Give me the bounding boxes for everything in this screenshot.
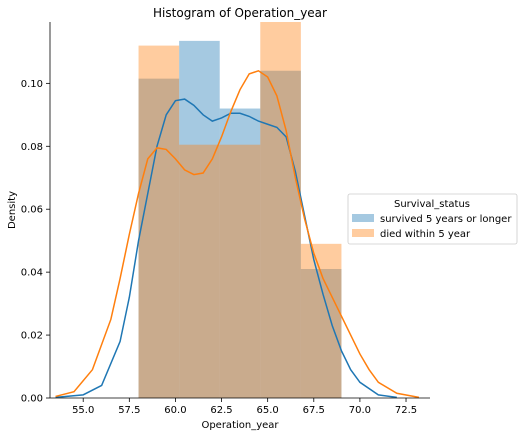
x-tick-label: 62.5 bbox=[210, 405, 232, 416]
plot-area bbox=[55, 22, 420, 399]
histogram-bar-series1-bin3 bbox=[260, 22, 301, 398]
legend: Survival_status survived 5 years or long… bbox=[347, 193, 518, 245]
legend-title: Survival_status bbox=[394, 199, 470, 210]
x-axis-label: Operation_year bbox=[201, 420, 279, 431]
x-tick-label: 60.0 bbox=[164, 405, 186, 416]
x-axis-ticks: 55.0 57.5 60.0 62.5 65.0 67.5 70.0 72.5 bbox=[72, 398, 417, 416]
x-tick-label: 72.5 bbox=[395, 405, 417, 416]
histogram-bar-series1-bin0 bbox=[138, 45, 180, 398]
y-tick-label: 0.06 bbox=[21, 205, 43, 216]
x-tick-label: 70.0 bbox=[349, 405, 371, 416]
kde-layer bbox=[55, 69, 420, 399]
legend-swatch-survived bbox=[352, 214, 374, 222]
y-tick-label: 0.02 bbox=[21, 331, 43, 342]
y-axis-label: Density bbox=[7, 191, 18, 229]
x-tick-label: 55.0 bbox=[72, 405, 94, 416]
kde-line-series1 bbox=[55, 69, 420, 399]
chart-title: Histogram of Operation_year bbox=[153, 6, 327, 20]
histogram-bar-series1-bin2 bbox=[219, 144, 261, 398]
legend-label-survived: survived 5 years or longer bbox=[380, 214, 512, 225]
legend-box bbox=[347, 193, 518, 245]
kde-line-series0 bbox=[55, 98, 397, 399]
x-tick-label: 57.5 bbox=[118, 405, 140, 416]
y-tick-label: 0.08 bbox=[21, 142, 43, 153]
legend-label-died: died within 5 year bbox=[380, 229, 471, 240]
histogram-bar-series0-bin3 bbox=[260, 70, 301, 399]
histogram-bar-series1-bin4 bbox=[300, 243, 342, 398]
legend-swatch-died bbox=[352, 229, 374, 237]
y-tick-label: 0.04 bbox=[21, 268, 43, 279]
x-tick-label: 65.0 bbox=[257, 405, 279, 416]
y-tick-label: 0.00 bbox=[21, 394, 43, 405]
histogram-bar-series0-bin2 bbox=[219, 108, 261, 398]
bars-layer bbox=[138, 22, 342, 399]
histogram-bar-series1-bin1 bbox=[179, 144, 220, 398]
x-tick-label: 67.5 bbox=[303, 405, 325, 416]
histogram-bar-series0-bin0 bbox=[138, 78, 180, 398]
y-axis-ticks: 0.00 0.02 0.04 0.06 0.08 0.10 bbox=[21, 79, 50, 405]
y-tick-label: 0.10 bbox=[21, 79, 43, 90]
